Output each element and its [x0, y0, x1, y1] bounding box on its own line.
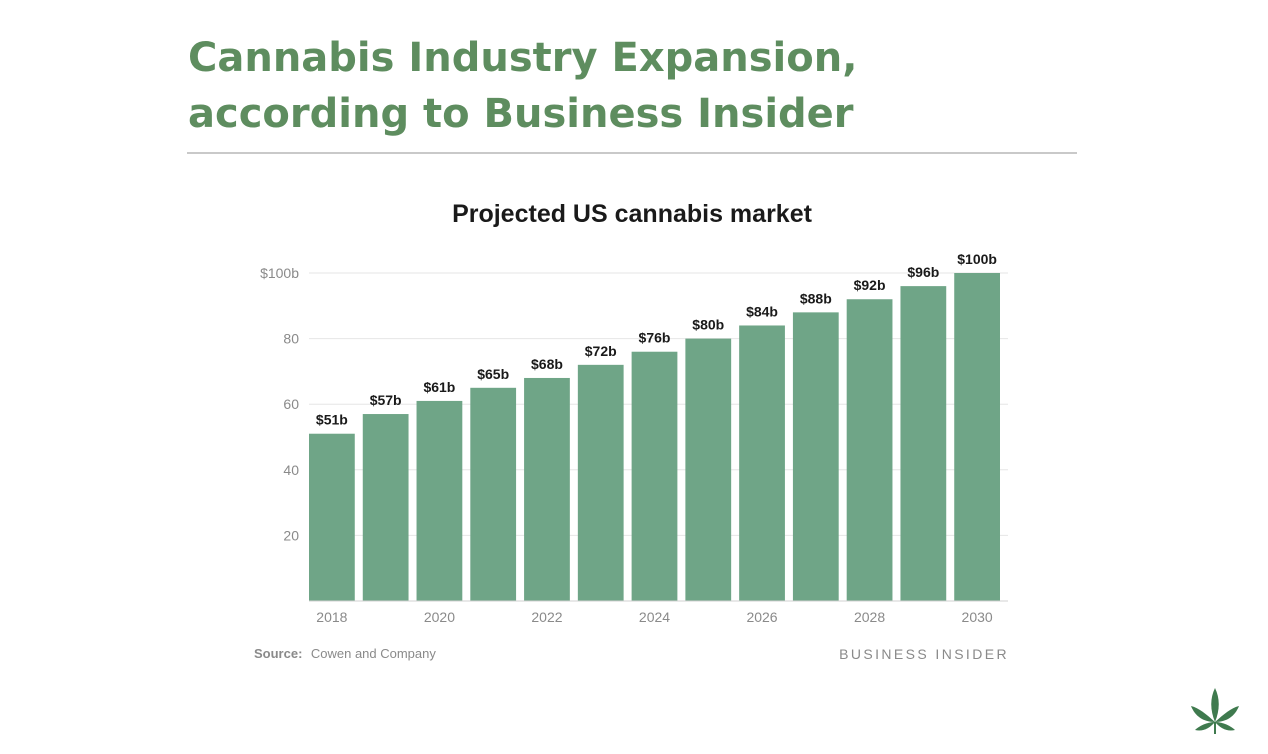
y-tick-label: 80: [283, 331, 299, 347]
y-axis-ticks: 20 40 60 80 $100b: [260, 265, 299, 543]
bar-value-label: $72b: [585, 343, 617, 359]
bar-value-label: $57b: [370, 392, 402, 408]
x-tick-label: 2020: [424, 609, 455, 625]
bar-value-label: $80b: [692, 317, 724, 333]
bar: [900, 286, 947, 601]
x-tick-label: 2024: [639, 609, 670, 625]
title-divider: [187, 152, 1077, 154]
bar-value-label: $92b: [854, 277, 886, 293]
bar: [631, 351, 678, 601]
publisher-wordmark: BUSINESS INSIDER: [839, 646, 1009, 662]
bar-value-label: $51b: [316, 412, 348, 428]
chart-title: Projected US cannabis market: [452, 200, 813, 228]
cannabis-leaf-icon: [1191, 688, 1239, 734]
x-tick-label: 2018: [316, 609, 347, 625]
bar-value-label: $76b: [639, 330, 671, 346]
bar: [524, 377, 570, 601]
bars: [309, 273, 1000, 601]
bar-value-label: $65b: [477, 366, 509, 382]
x-tick-label: 2022: [531, 609, 562, 625]
bar: [954, 273, 1000, 601]
bar-value-label: $88b: [800, 290, 832, 306]
bar: [739, 325, 785, 601]
bar: [309, 433, 355, 601]
x-tick-label: 2026: [746, 609, 777, 625]
bar: [577, 364, 624, 601]
bar: [362, 414, 409, 601]
y-tick-label: 20: [283, 527, 299, 543]
source-text: Cowen and Company: [311, 646, 437, 661]
bar: [416, 400, 463, 601]
bar-value-label: $96b: [907, 264, 939, 280]
bar: [792, 312, 839, 601]
bar-value-label: $68b: [531, 356, 563, 372]
x-tick-label: 2030: [962, 609, 993, 625]
y-tick-label: 60: [283, 396, 299, 412]
source-note: Source: Cowen and Company: [254, 645, 436, 662]
bar: [685, 338, 732, 601]
bar: [470, 387, 517, 601]
bar: [846, 299, 893, 601]
source-label: Source:: [254, 646, 302, 661]
slide-title: Cannabis Industry Expansion, according t…: [188, 35, 858, 137]
bar-value-label: $100b: [957, 251, 997, 267]
x-tick-label: 2028: [854, 609, 885, 625]
bar-data-labels: $51b $57b $61b $65b $68b $72b $76b $80b $84b $88b…: [316, 251, 997, 428]
bar-value-label: $61b: [423, 379, 455, 395]
y-tick-label: 40: [283, 462, 299, 478]
y-tick-label: $100b: [260, 265, 299, 281]
x-axis-ticks: 2018 2020 2022 2024 2026 2028 2030: [316, 609, 993, 625]
bar-value-label: $84b: [746, 303, 778, 319]
